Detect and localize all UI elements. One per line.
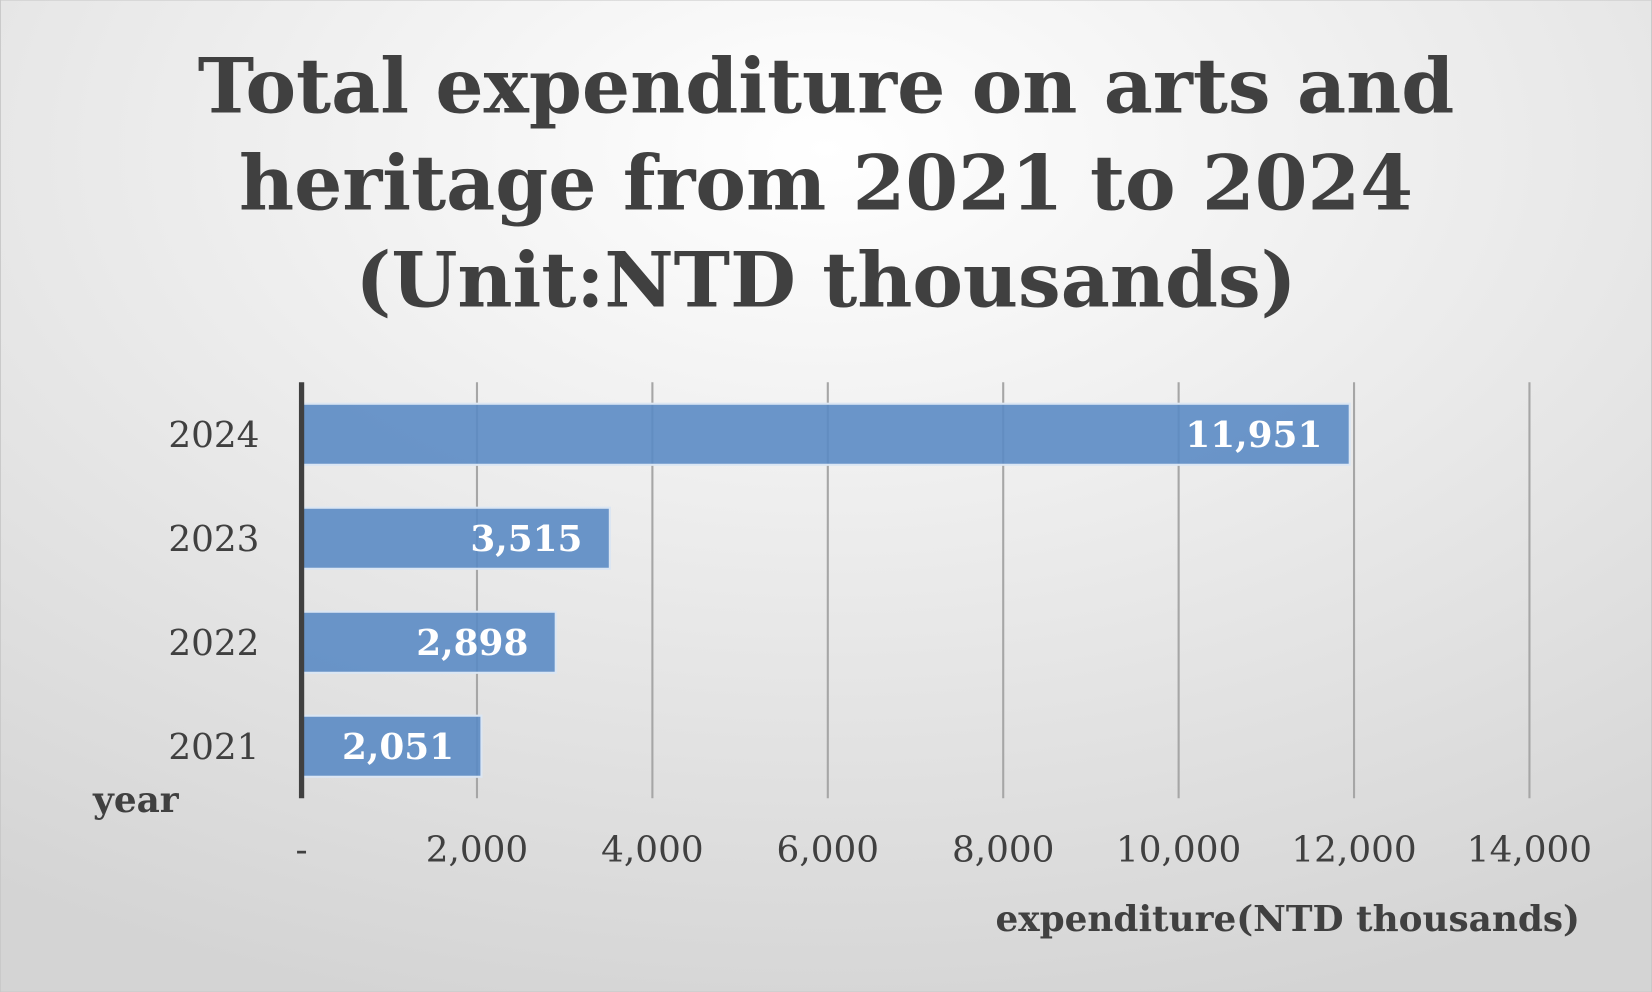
x-tick-label: 4,000 <box>601 829 703 870</box>
bar-2022 <box>300 610 557 674</box>
x-tick-labels: - 2,000 4,000 6,000 8,000 10,000 12,000 14,000 <box>296 829 1593 870</box>
data-label-2021: 2,051 <box>342 726 454 768</box>
bar-2024 <box>300 402 1351 466</box>
x-axis-title: expenditure(NTD thousands) <box>995 898 1580 940</box>
chart-title-line-2: heritage from 2021 to 2024 <box>239 139 1413 228</box>
chart-title-line-1: Total expenditure on arts and <box>198 42 1454 131</box>
y-axis-title: year <box>92 779 180 821</box>
data-label-2022: 2,898 <box>416 622 528 664</box>
data-label-2024: 11,951 <box>1185 414 1322 456</box>
x-tick-label: 10,000 <box>1116 829 1241 870</box>
x-tick-label: 8,000 <box>952 829 1054 870</box>
bars: 2,051 2,898 3,515 11,951 <box>300 402 1351 778</box>
y-tick-labels: 2021 2022 2023 2024 <box>168 415 259 768</box>
x-tick-label: 2,000 <box>426 829 528 870</box>
chart-title: Total expenditure on arts and heritage f… <box>198 42 1454 325</box>
y-tick-label: 2023 <box>168 519 259 560</box>
x-tick-label: 14,000 <box>1467 829 1592 870</box>
x-tick-label: 12,000 <box>1291 829 1416 870</box>
chart-title-line-3: (Unit:NTD thousands) <box>355 235 1296 324</box>
x-tick-label: - <box>296 829 308 870</box>
x-tick-label: 6,000 <box>777 829 879 870</box>
y-tick-label: 2021 <box>168 727 259 768</box>
bar-2023 <box>300 506 611 570</box>
y-tick-label: 2022 <box>168 623 259 664</box>
data-label-2023: 3,515 <box>470 518 582 560</box>
y-tick-label: 2024 <box>168 415 259 456</box>
